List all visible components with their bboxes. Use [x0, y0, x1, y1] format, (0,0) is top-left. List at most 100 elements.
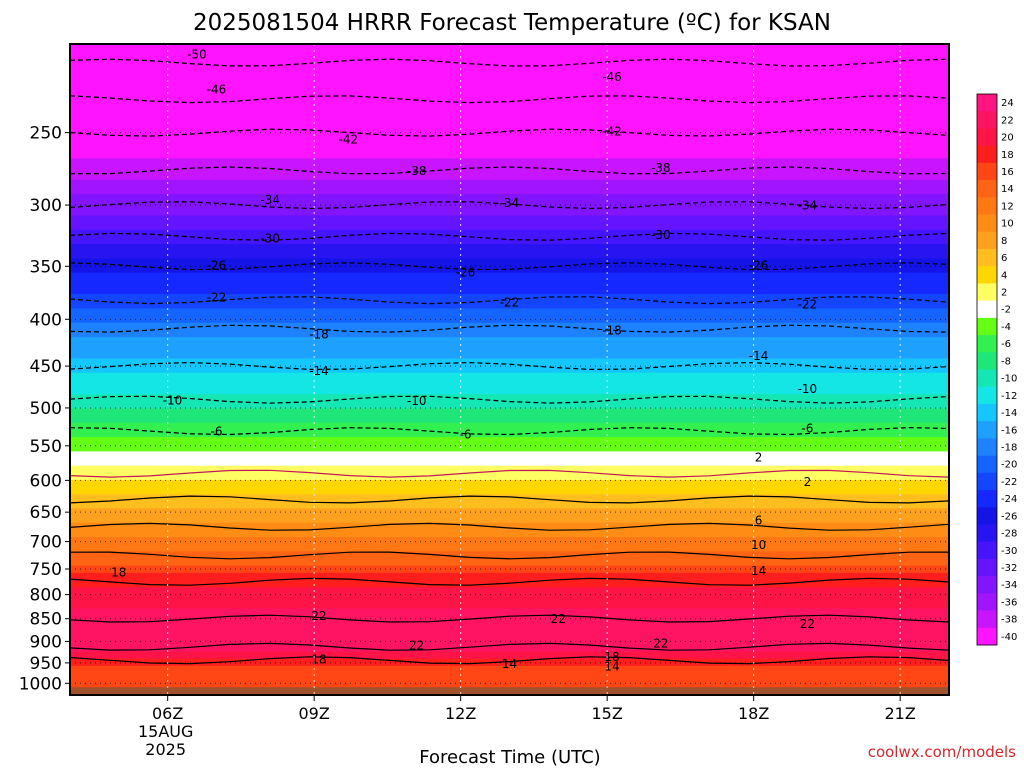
colorbar-swatch [977, 94, 997, 112]
y-tick-label: 950 [30, 654, 62, 674]
isotherm-18-lower [69, 656, 950, 665]
temperature-band [70, 244, 949, 252]
temperature-band [70, 587, 949, 596]
colorbar-label: -36 [1001, 598, 1017, 609]
temperature-band [70, 365, 949, 374]
isotherm--50 [69, 58, 950, 67]
temperature-band [70, 522, 949, 531]
colorbar-swatch [977, 455, 997, 474]
colorbar-swatch [977, 472, 997, 491]
colorbar-label: -6 [1001, 339, 1011, 350]
temperature-band [70, 272, 949, 281]
isotherm--22 [69, 296, 950, 305]
contour-labels: -50 -46 -46 -42 -42 -38 -38 -34 -34 -34 -30 -30 -26 -… [111, 47, 817, 673]
temperature-band [70, 394, 949, 403]
temperature-band [70, 637, 949, 646]
contour-label: -34 [500, 196, 520, 210]
temperature-band [70, 444, 949, 453]
colorbar-swatch [977, 593, 997, 611]
x-tick-date-label: 2025 [145, 740, 186, 759]
colorbar-label: -26 [1001, 511, 1017, 522]
temperature-band [70, 122, 949, 131]
colorbar-swatch [977, 283, 997, 301]
isotherm--34 [69, 201, 950, 210]
y-tick-label: 600 [30, 471, 62, 491]
x-tick-label: 09Z [299, 704, 330, 723]
isotherm--14 [69, 361, 950, 371]
contour-label: -26 [749, 259, 769, 273]
pressure-axis: 2503003504004505005506006507007508008509… [19, 124, 70, 694]
temperature-band [70, 665, 949, 674]
colorbar-swatch [977, 352, 997, 370]
colorbar-swatch [977, 231, 997, 250]
temperature-band [70, 429, 949, 438]
contour-label: -38 [651, 161, 671, 175]
colorbar-swatch [977, 541, 997, 560]
colorbar-legend: 24 22 20 18 16 14 12 10 8 6 4 2 -2 -4 -6 -8 -10 -12 -14 -16… [976, 93, 1017, 646]
temperature-band [70, 215, 949, 224]
temperature-band [70, 494, 949, 503]
contour-label: -22 [207, 290, 227, 304]
temperature-band [70, 144, 949, 152]
isotherm--6 [69, 426, 950, 436]
y-tick-label: 250 [30, 124, 62, 144]
colorbar-label: -30 [1001, 546, 1017, 557]
colorbar-swatch [977, 558, 997, 577]
y-tick-label: 500 [30, 399, 62, 419]
y-tick-label: 900 [30, 632, 62, 652]
temperature-band [70, 472, 949, 481]
temperature-band [70, 287, 949, 295]
colorbar-swatch [977, 627, 997, 646]
isotherm-contours [69, 58, 950, 665]
temperature-band [70, 237, 949, 245]
colorbar-swatch [977, 111, 997, 129]
temperature-band [70, 158, 949, 167]
contour-label: 22 [800, 617, 815, 631]
temperature-band [70, 179, 949, 188]
colorbar-label: 2 [1001, 288, 1007, 299]
colorbar-label: -12 [1001, 391, 1017, 402]
temperature-band [70, 465, 949, 474]
contour-label: -22 [500, 296, 520, 310]
contour-label: -10 [163, 393, 183, 407]
contour-label: -10 [407, 394, 427, 408]
temperature-band [70, 222, 949, 231]
temperature-band [70, 601, 949, 610]
temperature-band [70, 279, 949, 288]
colorbar-label: -28 [1001, 529, 1017, 540]
temperature-band [70, 408, 949, 417]
temperature-band [70, 351, 949, 360]
contour-label: 14 [751, 564, 766, 578]
x-tick-date-label: 15AUG [138, 722, 193, 741]
colorbar-label: -32 [1001, 563, 1017, 574]
colorbar-label: -18 [1001, 443, 1017, 454]
colorbar-label: 12 [1001, 201, 1014, 212]
x-axis-label: Forecast Time (UTC) [419, 747, 600, 768]
contour-label: 10 [751, 538, 766, 552]
contour-label: -38 [407, 164, 427, 178]
isotherm-14 [69, 551, 950, 560]
temperature-band [70, 551, 949, 560]
temperature-band [70, 94, 949, 102]
temperature-band [70, 451, 949, 460]
temperature-band [70, 644, 949, 653]
colorbar-swatch [977, 248, 997, 267]
contour-label: 6 [755, 514, 763, 528]
ground-fill [70, 687, 949, 695]
colorbar-swatch [977, 317, 997, 336]
contour-label: -42 [338, 132, 358, 146]
colorbar-swatch [977, 197, 997, 215]
contour-label: 18 [311, 653, 326, 667]
contour-label: 22 [409, 638, 424, 652]
y-tick-label: 750 [30, 560, 62, 580]
temperature-band [70, 251, 949, 260]
contour-label: 14 [502, 657, 517, 671]
y-tick-label: 850 [30, 610, 62, 630]
colorbar-label: -14 [1001, 408, 1017, 419]
temperature-band [70, 680, 949, 688]
x-tick-label: 06Z [152, 704, 183, 723]
temperature-band [70, 415, 949, 424]
colorbar-label: -16 [1001, 425, 1017, 436]
x-tick-label: 21Z [885, 704, 916, 723]
